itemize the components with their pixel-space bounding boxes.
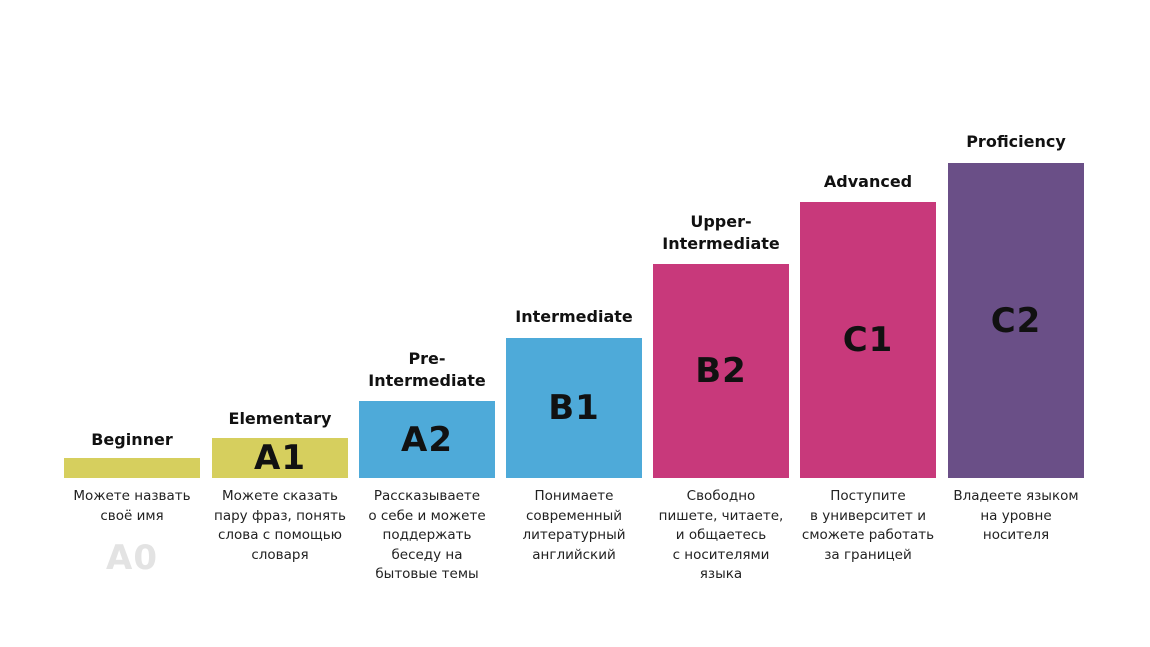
level-title-line: Intermediate [368, 371, 486, 390]
level-desc-line: в университет и [810, 507, 926, 524]
level-desc-c2: Владеете языком на уровне носителя [941, 487, 1091, 546]
level-title-line: Pre- [408, 349, 446, 368]
level-desc-line: Рассказываете [373, 488, 481, 504]
level-code-a1: A1 [254, 438, 306, 478]
level-desc-a0: Можете назвать своё имя [57, 487, 207, 526]
level-desc-a1: Можете сказать пару фраз, понять слова с… [205, 487, 355, 565]
level-bar-a0 [64, 458, 200, 478]
level-desc-line: Поступите [830, 488, 906, 504]
level-bar-a1: A1 [212, 438, 348, 478]
level-code-c2: C2 [990, 300, 1042, 341]
level-bar-b2: B2 [653, 264, 789, 478]
level-title-line: Intermediate [515, 307, 633, 326]
level-title-c2: Proficiency [936, 131, 1096, 153]
level-desc-line: беседу на [391, 546, 463, 563]
level-desc-line: своё имя [100, 507, 164, 524]
level-desc-line: английский [532, 546, 616, 563]
level-desc-line: Владеете языком [953, 488, 1079, 504]
level-title-c1: Advanced [788, 171, 948, 193]
level-desc-a2: Рассказываете о себе и можете поддержать… [352, 487, 502, 585]
level-title-line: Intermediate [662, 234, 780, 253]
level-title-a1: Elementary [200, 408, 360, 430]
level-desc-line: о себе и можете [368, 507, 486, 524]
level-desc-b2: Свободно пишете, читаете, и общаетесь с … [646, 487, 796, 585]
level-title-b2: Upper- Intermediate [641, 211, 801, 255]
level-title-a2: Pre- Intermediate [347, 348, 507, 392]
level-desc-line: сможете работать [801, 527, 935, 543]
level-code-c1: C1 [842, 320, 894, 360]
level-desc-b1: Понимаете современный литературный англи… [499, 487, 649, 565]
level-desc-line: носителя [982, 527, 1050, 543]
level-desc-line: современный [525, 507, 623, 524]
level-desc-line: Можете назвать [73, 488, 191, 504]
level-code-b2: B2 [695, 351, 747, 391]
level-desc-line: словаря [251, 546, 309, 563]
level-desc-line: и общаетесь [675, 527, 767, 543]
level-title-line: Proficiency [966, 132, 1066, 151]
level-desc-line: поддержать [382, 527, 472, 543]
level-bar-b1: B1 [506, 338, 642, 478]
level-desc-line: на уровне [980, 507, 1052, 524]
level-desc-c1: Поступите в университет и сможете работа… [793, 487, 943, 565]
level-bar-a2: A2 [359, 401, 495, 478]
level-bar-c1: C1 [800, 202, 936, 478]
level-desc-line: за границей [824, 546, 912, 563]
level-desc-line: Понимаете [534, 488, 614, 504]
level-desc-line: языка [699, 566, 743, 582]
level-desc-line: Свободно [686, 488, 756, 504]
level-title-line: Elementary [228, 409, 332, 428]
level-desc-line: с носителями [672, 546, 770, 563]
level-desc-line: пишете, читаете, [658, 507, 784, 524]
level-desc-line: пару фраз, понять [214, 507, 346, 524]
level-desc-line: слова с помощью [217, 527, 343, 543]
level-title-b1: Intermediate [494, 306, 654, 328]
level-code-a2: A2 [401, 419, 453, 460]
level-title-line: Advanced [823, 172, 913, 191]
level-title-line: Upper- [690, 212, 752, 231]
level-bar-c2: C2 [948, 163, 1084, 478]
level-desc-line: бытовые темы [375, 566, 479, 582]
level-code-b1: B1 [548, 388, 600, 428]
level-title-a0: Beginner [52, 429, 212, 451]
level-code-a0: A0 [106, 538, 158, 578]
level-desc-line: литературный [522, 527, 626, 543]
level-title-line: Beginner [91, 430, 173, 449]
level-desc-line: Можете сказать [222, 488, 338, 504]
